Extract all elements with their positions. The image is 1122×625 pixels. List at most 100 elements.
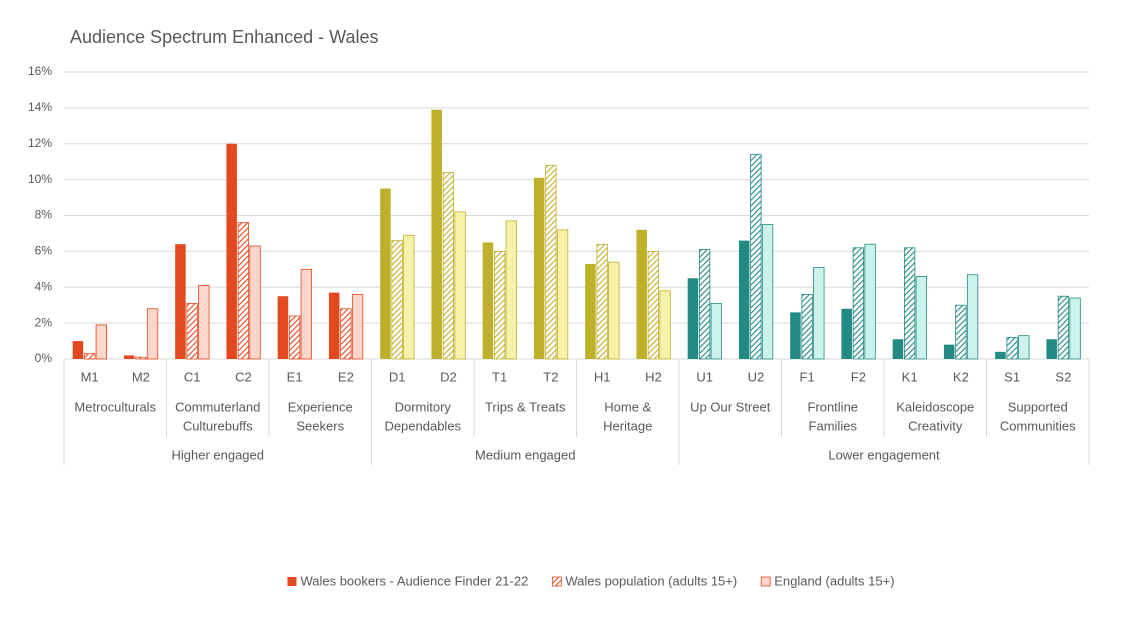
- bar: [146, 308, 159, 360]
- y-tick-label: 10%: [28, 172, 52, 186]
- bar: [175, 244, 186, 359]
- bar: [186, 302, 198, 360]
- x-tick-label: U2: [748, 369, 765, 384]
- bar: [813, 267, 825, 360]
- bar: [892, 339, 904, 359]
- bar: [1018, 335, 1030, 360]
- y-tick-label: 14%: [28, 100, 52, 114]
- bar: [340, 308, 352, 360]
- bar: [1057, 295, 1070, 360]
- bar: [403, 234, 415, 360]
- bar: [95, 324, 107, 360]
- bar: [943, 344, 955, 359]
- bar: [123, 355, 135, 359]
- bar: [659, 290, 671, 360]
- x-tick-label: K1: [902, 369, 918, 384]
- bar: [750, 154, 762, 360]
- legend-item: Wales population (adults 15+): [551, 573, 737, 588]
- x-tick-label: D1: [389, 369, 406, 384]
- x-tick-label: S2: [1055, 369, 1071, 384]
- legend-label: Wales bookers - Audience Finder 21-22: [300, 573, 528, 588]
- segment-label: Up Our Street: [690, 399, 771, 414]
- bar: [454, 211, 466, 360]
- bar: [328, 292, 340, 359]
- bar: [955, 304, 967, 360]
- legend-swatch: [551, 576, 562, 587]
- x-tick-label: T2: [543, 369, 558, 384]
- bar: [493, 250, 506, 360]
- bar: [915, 276, 927, 360]
- x-tick-label: T1: [492, 369, 507, 384]
- bar: [596, 243, 608, 360]
- y-tick-label: 12%: [28, 136, 52, 150]
- bar: [647, 250, 660, 360]
- bar: [1069, 297, 1081, 360]
- bar: [380, 188, 391, 359]
- bar: [482, 242, 494, 359]
- bar: [431, 109, 442, 359]
- legend-swatch: [760, 576, 771, 587]
- bar: [1046, 339, 1057, 359]
- x-tick-label: D2: [440, 369, 457, 384]
- bar: [288, 315, 301, 360]
- bar: [556, 229, 569, 360]
- segment-label: Dependables: [384, 418, 461, 433]
- legend-item: England (adults 15+): [760, 573, 895, 588]
- segment-label: Dormitory: [395, 399, 452, 414]
- x-tick-label: S1: [1004, 369, 1020, 384]
- segment-label: Heritage: [603, 418, 652, 433]
- x-tick-label: E2: [338, 369, 354, 384]
- bar: [585, 263, 596, 359]
- bar: [545, 164, 557, 360]
- x-tick-label: H2: [645, 369, 662, 384]
- bar: [761, 224, 774, 360]
- x-tick-label: K2: [953, 369, 969, 384]
- segment-label: Trips & Treats: [485, 399, 566, 414]
- bar: [864, 243, 876, 360]
- legend-item: Wales bookers - Audience Finder 21-22: [287, 573, 528, 588]
- bar: [710, 302, 722, 360]
- group-label: Lower engagement: [828, 447, 940, 462]
- bar: [903, 247, 916, 360]
- bar: [351, 294, 364, 360]
- bar: [135, 356, 147, 360]
- bar: [391, 240, 403, 360]
- y-tick-label: 0%: [35, 351, 53, 365]
- y-tick-label: 6%: [35, 244, 53, 258]
- bar: [300, 268, 312, 360]
- bar: [72, 341, 84, 359]
- segment-label: Families: [809, 418, 858, 433]
- segment-label: Communities: [1000, 418, 1076, 433]
- segment-label: Commuterland: [175, 399, 260, 414]
- x-tick-label: M1: [81, 369, 99, 384]
- bar: [1006, 337, 1018, 360]
- x-tick-label: F1: [800, 369, 815, 384]
- bar: [687, 278, 699, 359]
- segment-label: Experience: [288, 399, 353, 414]
- x-tick-label: H1: [594, 369, 611, 384]
- y-tick-label: 16%: [28, 64, 52, 78]
- group-label: Medium engaged: [475, 447, 575, 462]
- bar: [995, 351, 1006, 359]
- y-tick-label: 2%: [35, 315, 53, 329]
- chart-title: Audience Spectrum Enhanced - Wales: [70, 27, 379, 47]
- x-tick-label: M2: [132, 369, 150, 384]
- bar: [237, 222, 250, 360]
- x-tick-label: C2: [235, 369, 252, 384]
- bar: [83, 353, 96, 360]
- x-tick-label: C1: [184, 369, 201, 384]
- y-tick-label: 4%: [35, 279, 53, 293]
- segment-label: Creativity: [908, 418, 963, 433]
- bar: [636, 229, 647, 359]
- bar: [790, 312, 801, 359]
- segment-label: Metroculturals: [74, 399, 156, 414]
- segment-label: Kaleidoscope: [896, 399, 974, 414]
- bar: [198, 285, 210, 360]
- segment-label: Supported: [1008, 399, 1068, 414]
- bar: [533, 177, 545, 359]
- bar: [249, 245, 261, 360]
- bar: [966, 274, 979, 360]
- bar: [277, 296, 289, 359]
- segment-label: Frontline: [807, 399, 858, 414]
